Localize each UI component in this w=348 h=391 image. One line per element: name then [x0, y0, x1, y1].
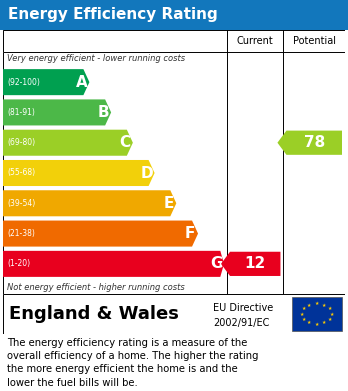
Text: ★: ★ — [302, 317, 306, 321]
Text: Current: Current — [237, 36, 274, 46]
Text: Not energy efficient - higher running costs: Not energy efficient - higher running co… — [7, 283, 185, 292]
Polygon shape — [3, 69, 89, 95]
Polygon shape — [3, 160, 155, 186]
Text: ★: ★ — [322, 303, 326, 308]
Text: (39-54): (39-54) — [7, 199, 35, 208]
Text: 2002/91/EC: 2002/91/EC — [213, 318, 270, 328]
Text: ★: ★ — [315, 321, 319, 326]
Polygon shape — [3, 251, 224, 277]
Text: F: F — [185, 226, 195, 241]
Bar — [292, 297, 342, 331]
Text: (21-38): (21-38) — [7, 229, 35, 238]
Text: G: G — [210, 256, 222, 271]
Text: ★: ★ — [327, 307, 332, 312]
Polygon shape — [3, 221, 198, 247]
Text: ★: ★ — [307, 303, 311, 308]
Text: ★: ★ — [307, 320, 311, 325]
Text: (55-68): (55-68) — [7, 169, 35, 178]
Text: 12: 12 — [245, 256, 266, 271]
Text: Very energy efficient - lower running costs: Very energy efficient - lower running co… — [7, 54, 185, 63]
Polygon shape — [3, 190, 176, 216]
Text: (69-80): (69-80) — [7, 138, 35, 147]
Text: D: D — [140, 165, 153, 181]
Text: (81-91): (81-91) — [7, 108, 35, 117]
Polygon shape — [221, 252, 280, 276]
Text: ★: ★ — [330, 312, 334, 316]
Text: ★: ★ — [322, 320, 326, 325]
Text: C: C — [119, 135, 130, 150]
Text: ★: ★ — [327, 317, 332, 321]
Text: ★: ★ — [315, 301, 319, 307]
Text: Potential: Potential — [293, 36, 336, 46]
Text: E: E — [163, 196, 174, 211]
Polygon shape — [277, 131, 342, 155]
Text: (92-100): (92-100) — [7, 78, 40, 87]
Text: Energy Efficiency Rating: Energy Efficiency Rating — [8, 7, 218, 23]
Text: England & Wales: England & Wales — [9, 305, 179, 323]
Text: A: A — [76, 75, 87, 90]
Text: ★: ★ — [302, 307, 306, 312]
Text: The energy efficiency rating is a measure of the
overall efficiency of a home. T: The energy efficiency rating is a measur… — [7, 338, 259, 387]
Text: EU Directive: EU Directive — [213, 303, 274, 313]
Text: (1-20): (1-20) — [7, 259, 30, 268]
Text: 78: 78 — [303, 135, 325, 150]
Text: ★: ★ — [300, 312, 304, 316]
Text: B: B — [97, 105, 109, 120]
Polygon shape — [3, 99, 111, 126]
Polygon shape — [3, 130, 133, 156]
